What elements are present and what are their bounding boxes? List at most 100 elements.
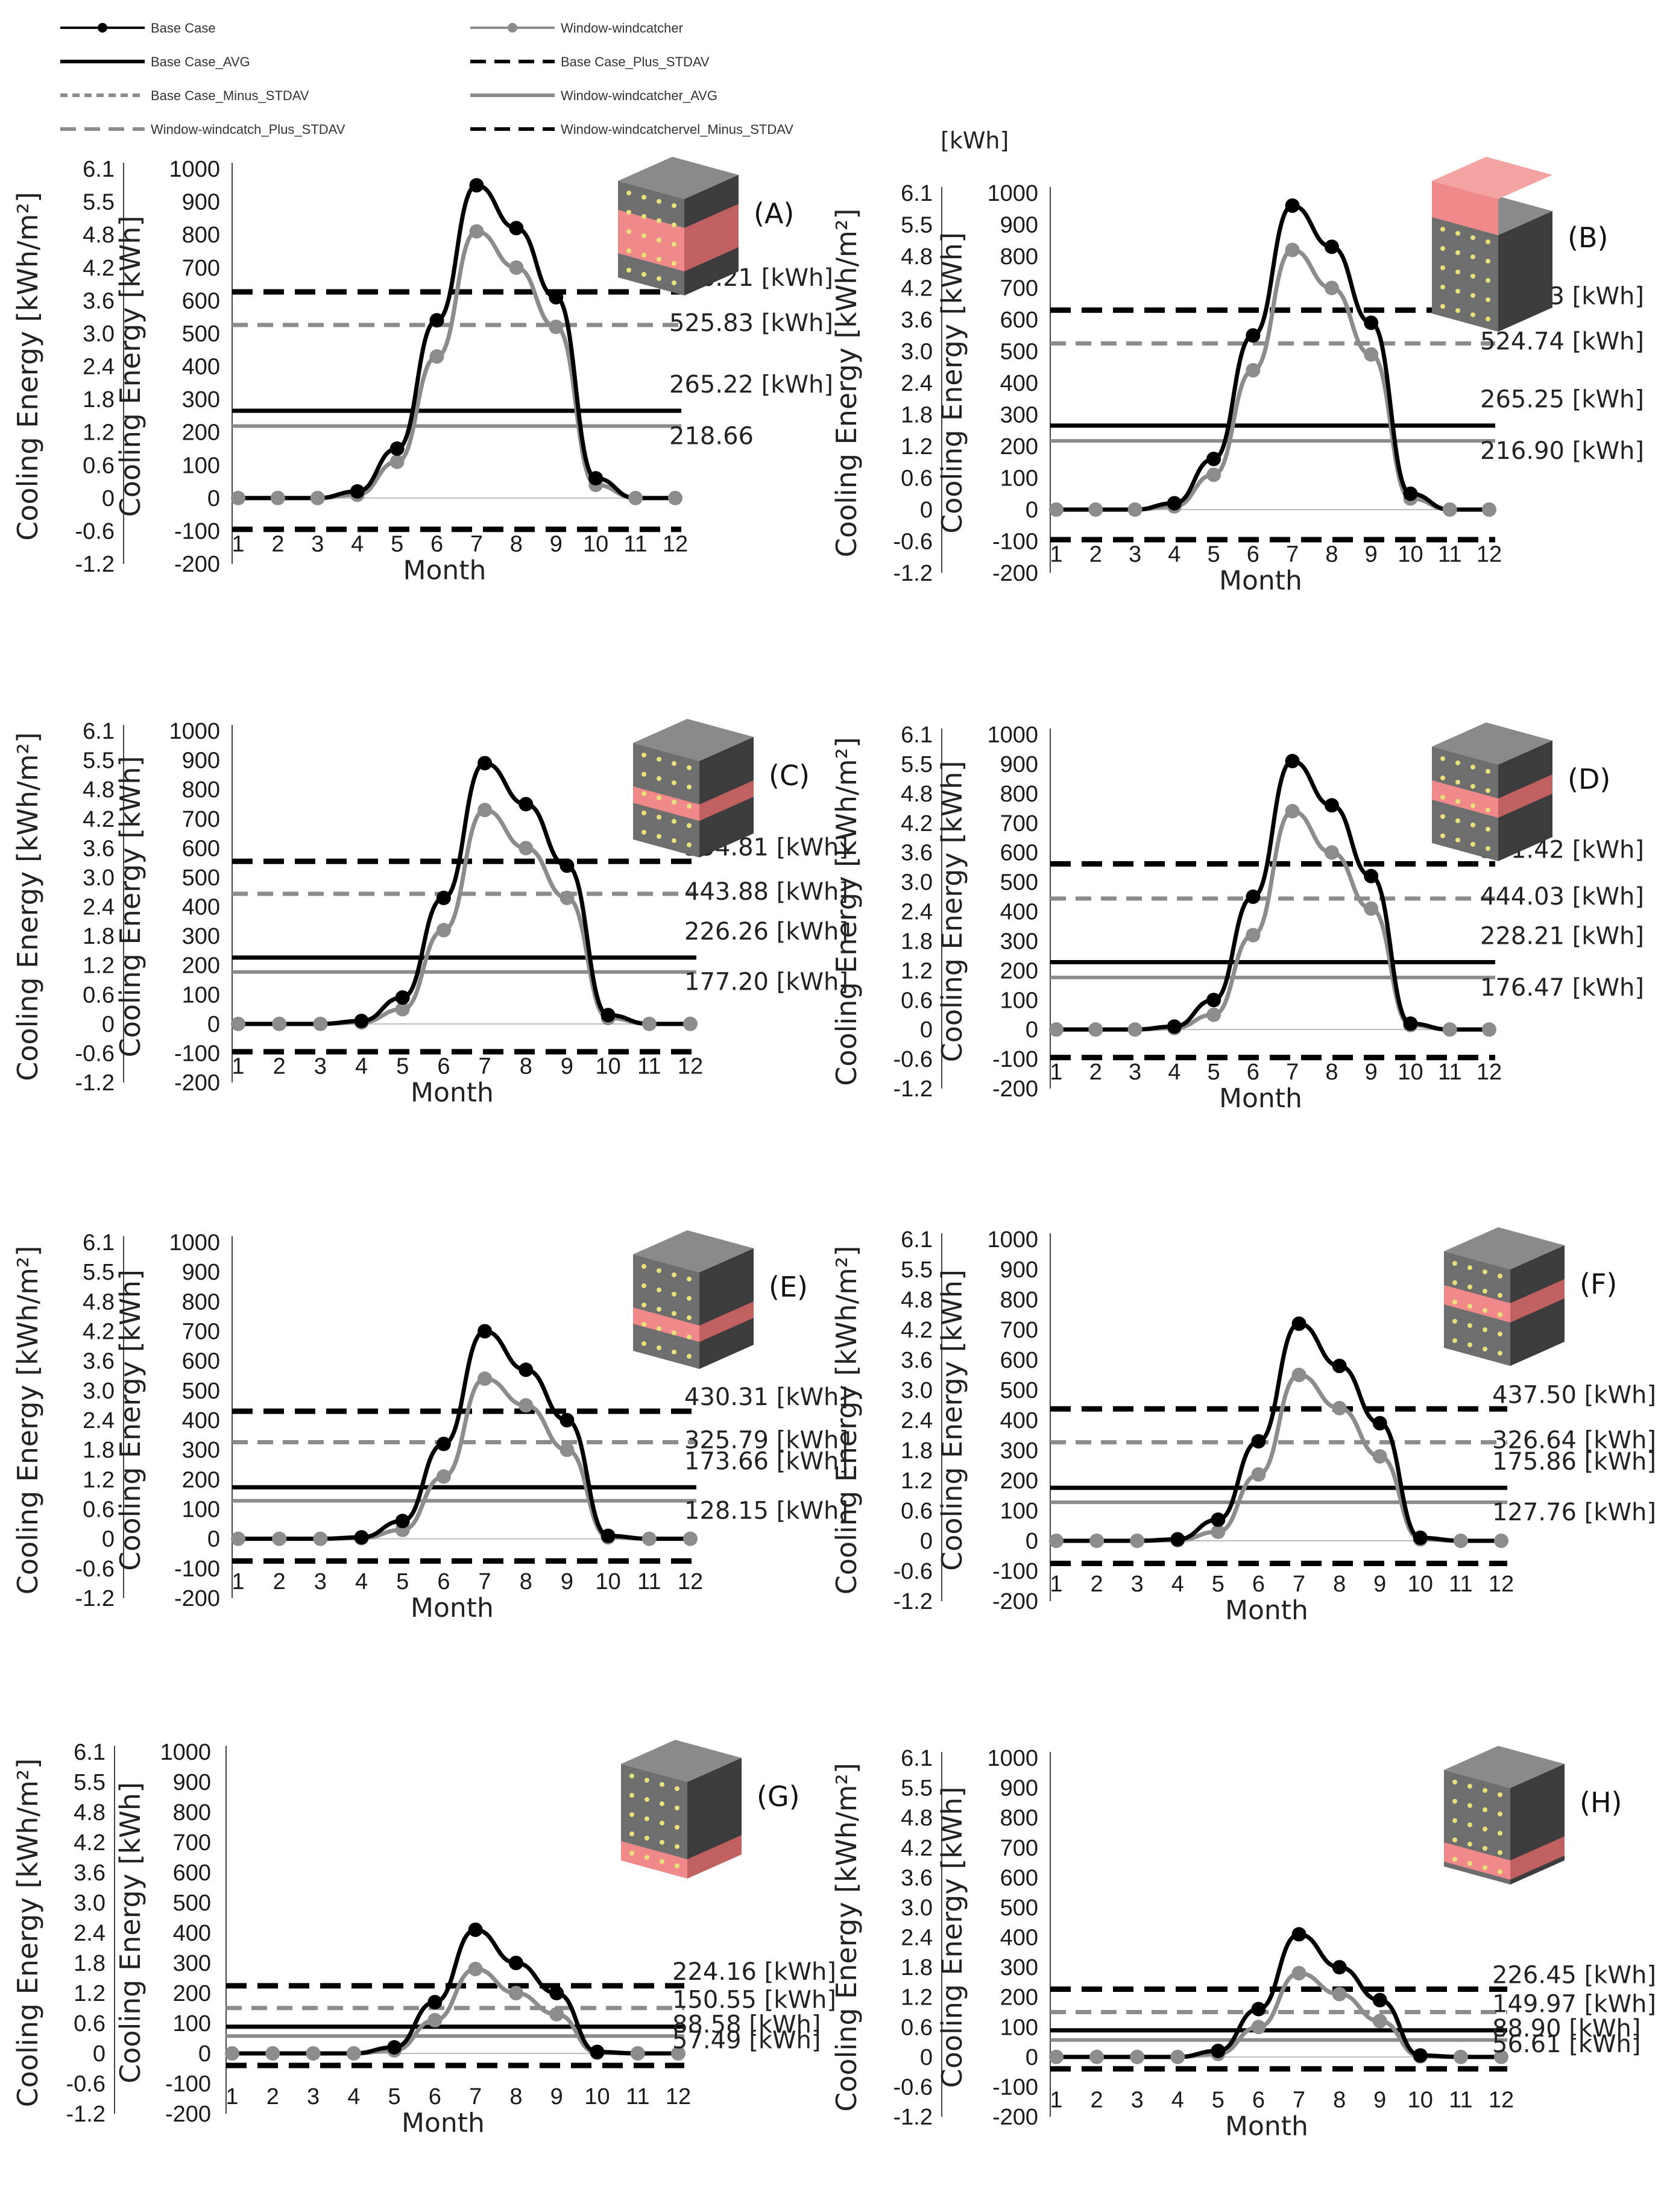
stat-annotation: 265.22 [kWh] bbox=[669, 371, 833, 399]
y-tick-label-kwhm2: 3.0 bbox=[83, 865, 115, 891]
x-tick-label: 4 bbox=[1168, 1060, 1180, 1085]
y-tick-label-kwh: -100 bbox=[992, 1047, 1038, 1072]
window-windcatcher-point bbox=[1211, 1525, 1226, 1539]
base-case-point bbox=[1403, 486, 1418, 501]
y-tick-label-kwhm2: -1.2 bbox=[894, 1589, 933, 1614]
base-case-point bbox=[436, 890, 451, 905]
x-tick-label: 1 bbox=[232, 1054, 244, 1079]
window-dot bbox=[1452, 1857, 1457, 1862]
y-tick-label-kwh: -200 bbox=[174, 1586, 220, 1611]
series-line-base-case bbox=[238, 760, 690, 1026]
base-case-point bbox=[477, 756, 493, 771]
window-dot bbox=[672, 1292, 676, 1297]
window-dot bbox=[641, 791, 646, 796]
window-windcatcher-point bbox=[1324, 845, 1339, 860]
building-highlight bbox=[1444, 1285, 1510, 1322]
y-tick-label-kwh: -100 bbox=[992, 2075, 1038, 2100]
y-tick-label-kwhm2: 0.6 bbox=[901, 466, 933, 491]
y-tick-label-kwhm2: 6.1 bbox=[83, 719, 115, 744]
y-tick-label-kwhm2: 4.8 bbox=[83, 1289, 115, 1315]
window-windcatcher-point bbox=[313, 1531, 328, 1546]
window-windcatcher-point bbox=[468, 1962, 483, 1976]
x-tick-label: 1 bbox=[1050, 2087, 1062, 2112]
y-tick-label-kwh: 800 bbox=[173, 1800, 211, 1825]
window-dot bbox=[641, 811, 646, 815]
window-windcatcher-point bbox=[395, 1002, 410, 1017]
window-dot bbox=[672, 1311, 676, 1316]
x-tick-label: 4 bbox=[1171, 2087, 1184, 2112]
y-tick-label-kwhm2: 3.6 bbox=[83, 1349, 115, 1374]
y-tick-label-kwh: 200 bbox=[182, 1467, 220, 1493]
series-line-base-case bbox=[1056, 759, 1489, 1032]
window-windcatcher-point bbox=[1089, 1534, 1105, 1548]
window-windcatcher-point bbox=[1332, 1401, 1347, 1415]
window-windcatcher-point bbox=[1088, 1022, 1103, 1037]
window-dot bbox=[1440, 756, 1445, 761]
window-windcatcher-point bbox=[231, 1016, 245, 1031]
x-tick-label: 6 bbox=[1252, 1572, 1265, 1597]
y-tick-label-kwh: 500 bbox=[1000, 1895, 1038, 1921]
y-tick-label-kwh: 200 bbox=[1000, 434, 1038, 460]
x-tick-label: 12 bbox=[666, 2084, 691, 2109]
building-highlight-side bbox=[1510, 1279, 1565, 1322]
y-tick-label-kwhm2: 1.8 bbox=[901, 1438, 933, 1464]
window-dot bbox=[672, 780, 676, 785]
window-windcatcher-point bbox=[668, 490, 682, 505]
window-windcatcher-point bbox=[346, 2046, 361, 2061]
building-illustration bbox=[621, 1740, 742, 1879]
y-tick-label-kwhm2: 4.2 bbox=[83, 807, 115, 832]
stat-annotation: 150.55 [kWh] bbox=[672, 1986, 836, 2014]
y-tick-label-kwh: 1000 bbox=[169, 157, 220, 182]
building-roof bbox=[633, 719, 754, 761]
y-tick-label-kwhm2: 5.5 bbox=[901, 752, 933, 777]
y-tick-label-kwh: 100 bbox=[1000, 1499, 1038, 1524]
y-tick-label-kwhm2: 2.4 bbox=[901, 371, 933, 396]
window-dot bbox=[629, 1793, 634, 1798]
window-dot bbox=[657, 1307, 661, 1312]
window-dot bbox=[1483, 1846, 1487, 1851]
y-tick-label-kwh: 100 bbox=[1000, 988, 1038, 1013]
window-windcatcher-point bbox=[1364, 347, 1379, 362]
x-axis-title: Month bbox=[411, 1593, 494, 1623]
y-tick-label-kwhm2: 3.0 bbox=[901, 1378, 933, 1403]
window-windcatcher-point bbox=[469, 224, 484, 239]
stat-annotation: 226.26 [kWh] bbox=[684, 918, 848, 946]
y-tick-label-kwh: 900 bbox=[1000, 752, 1038, 777]
x-tick-label: 9 bbox=[550, 2084, 563, 2109]
y-tick-label-kwh: 800 bbox=[1000, 782, 1038, 807]
chart-panel: 10009008007006005004003002001000-100-200… bbox=[830, 157, 1644, 596]
x-tick-label: 9 bbox=[561, 1569, 573, 1594]
window-windcatcher-point bbox=[1049, 1534, 1064, 1548]
window-dot bbox=[675, 1786, 679, 1791]
y-tick-label-kwh: 300 bbox=[1000, 403, 1038, 428]
y-tick-label-kwh: 700 bbox=[1000, 276, 1038, 302]
legend-label: Window-windcatcher bbox=[561, 21, 683, 36]
window-windcatcher-point bbox=[313, 1016, 328, 1031]
x-tick-label: 3 bbox=[307, 2084, 320, 2109]
base-case-point bbox=[469, 178, 484, 193]
window-windcatcher-point bbox=[436, 1469, 451, 1484]
y-tick-label-kwh: 500 bbox=[1000, 1378, 1038, 1403]
x-tick-label: 2 bbox=[273, 1054, 286, 1079]
x-tick-label: 3 bbox=[314, 1569, 327, 1594]
window-dot bbox=[641, 195, 646, 200]
window-dot bbox=[629, 1812, 634, 1817]
y-tick-label-kwhm2: 1.2 bbox=[901, 1985, 933, 2011]
window-dot bbox=[1470, 765, 1475, 769]
y-tick-label-kwhm2: 1.2 bbox=[83, 953, 115, 979]
x-tick-label: 8 bbox=[520, 1569, 532, 1594]
x-tick-label: 1 bbox=[225, 2084, 238, 2109]
base-case-point bbox=[549, 289, 564, 305]
stat-annotation: 216.90 [kWh] bbox=[1480, 437, 1644, 465]
y-tick-label-kwhm2: 4.2 bbox=[901, 1318, 933, 1343]
window-dot bbox=[1498, 1831, 1502, 1836]
y-tick-label-kwh: 200 bbox=[1000, 1468, 1038, 1494]
window-dot bbox=[672, 280, 676, 285]
window-windcatcher-point bbox=[1285, 242, 1300, 258]
y-tick-label-kwhm2: 1.8 bbox=[901, 929, 933, 954]
window-windcatcher-point bbox=[518, 841, 534, 856]
x-axis-title: Month bbox=[411, 1077, 494, 1108]
base-case-point bbox=[1332, 1960, 1347, 1975]
y-tick-label-kwhm2: 3.6 bbox=[83, 288, 115, 314]
panel-label: (F) bbox=[1580, 1268, 1617, 1300]
